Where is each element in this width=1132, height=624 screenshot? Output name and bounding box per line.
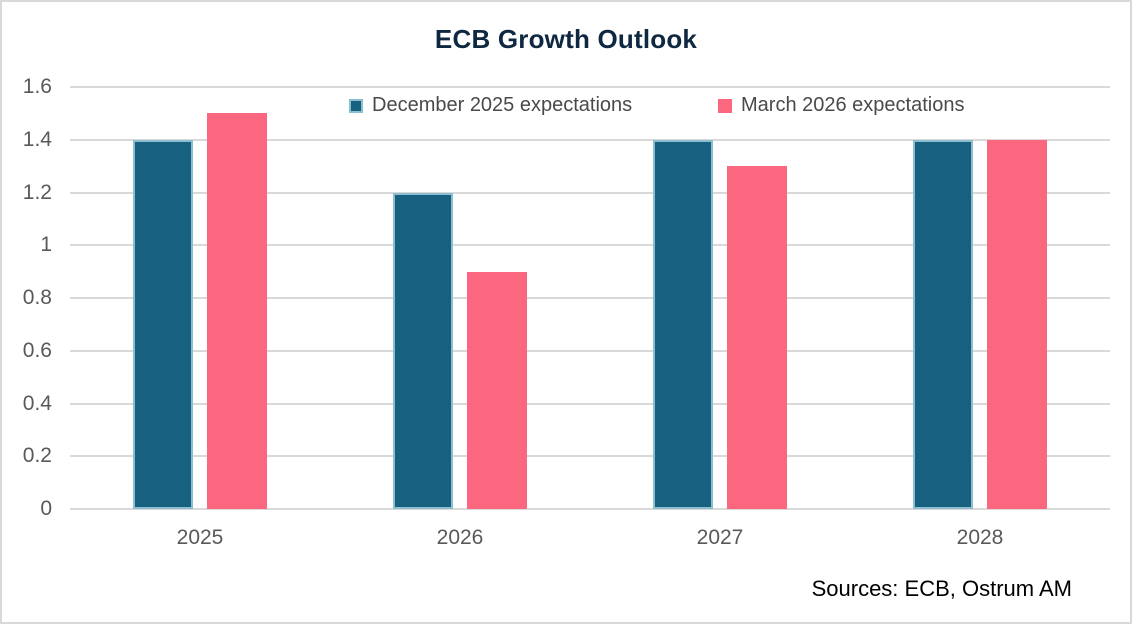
y-axis-tick-label: 1.4: [22, 127, 52, 151]
bar-december-2025: [133, 139, 193, 509]
bar-march-2027: [727, 166, 787, 509]
legend-item-december-2025: December 2025 expectations: [349, 94, 632, 117]
chart-title: ECB Growth Outlook: [434, 24, 698, 54]
bar-december-2026: [393, 192, 453, 509]
y-axis-tick-label: 0.6: [22, 338, 52, 362]
legend-label-december: December 2025 expectations: [372, 94, 633, 116]
bar-december-2028: [913, 139, 973, 509]
x-axis-label: 2028: [956, 526, 1004, 549]
y-axis-tick-label: 0.8: [22, 286, 52, 309]
legend-item-march-2026: March 2026 expectations: [718, 94, 964, 117]
bar-december-2027: [653, 139, 713, 509]
y-axis-tick-label: 1: [40, 233, 52, 257]
bar-march-2025: [207, 113, 267, 509]
sources-text: Sources: ECB, Ostrum AM: [811, 576, 1072, 601]
gridline: [70, 86, 1110, 88]
y-axis-tick-label: 0: [40, 497, 52, 520]
gridline: [70, 297, 1110, 299]
gridline: [70, 349, 1110, 352]
y-axis-tick-label: 0.4: [22, 391, 52, 415]
legend-label-march: March 2026 expectations: [741, 94, 965, 116]
gridline: [70, 191, 1110, 194]
x-axis-label: 2026: [436, 526, 484, 549]
legend-swatch-december-icon: [349, 98, 363, 113]
gridline: [70, 244, 1110, 247]
gridline: [70, 455, 1110, 458]
legend-swatch-march-icon: [718, 98, 732, 113]
gridline: [70, 402, 1110, 405]
y-axis-tick-label: 1.2: [22, 180, 52, 204]
y-axis-tick-label: 0.2: [22, 444, 52, 468]
bar-march-2026: [467, 271, 527, 509]
plot-area: [70, 86, 1110, 510]
bar-march-2028: [987, 139, 1047, 509]
y-axis-tick-label: 1.6: [22, 75, 52, 98]
gridline: [70, 508, 1110, 510]
x-axis-label: 2027: [696, 526, 744, 549]
x-axis-label: 2025: [176, 526, 224, 549]
legend: December 2025 expectations March 2026 ex…: [2, 94, 1130, 120]
gridline: [70, 138, 1110, 141]
